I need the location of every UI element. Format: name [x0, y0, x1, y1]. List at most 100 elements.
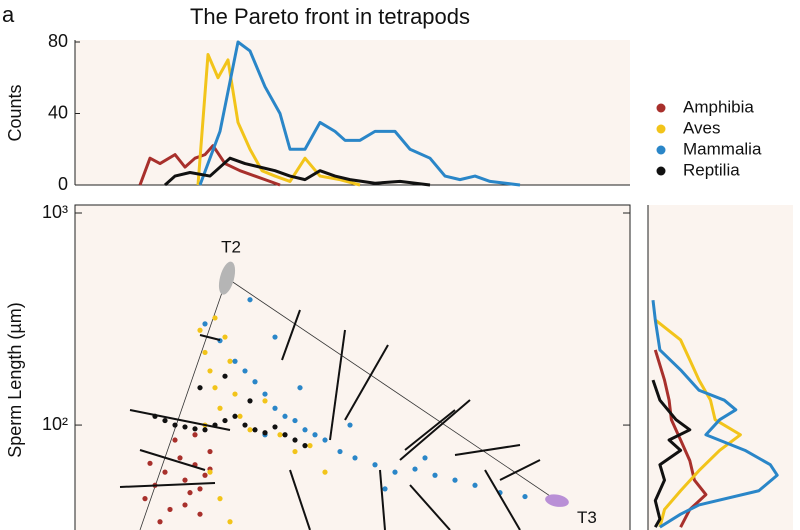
point — [262, 398, 268, 404]
point — [197, 511, 203, 517]
point — [232, 358, 238, 364]
point — [292, 448, 298, 455]
point — [272, 405, 278, 411]
point — [352, 455, 358, 461]
point — [202, 472, 208, 478]
point — [312, 432, 318, 438]
point — [217, 405, 223, 411]
point — [192, 426, 198, 432]
point — [247, 297, 253, 303]
leader-line — [129, 409, 231, 431]
point — [272, 334, 278, 340]
margin-panel-bg — [648, 205, 793, 530]
leader-line — [119, 482, 216, 488]
panel-label: a — [2, 2, 15, 27]
point — [272, 424, 278, 430]
y-tick-label: 10³ — [42, 202, 68, 222]
pareto-edge — [139, 278, 228, 530]
point — [222, 373, 228, 379]
point — [347, 422, 353, 428]
point — [217, 496, 223, 502]
point — [142, 496, 148, 502]
point — [147, 460, 153, 466]
point — [252, 379, 258, 385]
point — [212, 385, 218, 391]
leader-line — [454, 444, 521, 456]
legend-marker — [656, 103, 666, 113]
point — [197, 327, 203, 333]
series-line — [654, 318, 742, 528]
legend-marker — [656, 166, 666, 176]
point — [157, 519, 163, 525]
y-axis-label: Counts — [5, 84, 25, 141]
pareto-edge — [226, 277, 558, 502]
chart-title: The Pareto front in tetrapods — [190, 4, 470, 29]
top-panel-bg — [75, 40, 630, 185]
leader-line — [199, 334, 221, 341]
point — [372, 462, 378, 468]
leader-line — [484, 469, 521, 530]
point — [282, 413, 288, 419]
leader-line — [409, 484, 451, 530]
point — [337, 448, 343, 455]
point — [182, 424, 188, 430]
legend-marker — [656, 145, 666, 155]
point — [322, 437, 328, 443]
archetype — [218, 261, 236, 295]
y-tick-label: 80 — [48, 31, 68, 51]
leader-line — [404, 409, 456, 451]
leader-line — [499, 459, 541, 481]
point — [432, 472, 438, 478]
point — [292, 437, 298, 443]
y-axis-label: Sperm Length (µm) — [5, 302, 25, 457]
point — [197, 385, 203, 391]
point — [222, 334, 228, 340]
point — [162, 417, 168, 424]
point — [252, 427, 258, 433]
point — [197, 486, 203, 492]
point — [302, 427, 308, 433]
point — [177, 455, 183, 461]
series-line — [651, 300, 779, 529]
point — [227, 519, 233, 525]
point — [237, 413, 243, 419]
point — [412, 466, 418, 472]
point — [247, 427, 253, 433]
legend-label: Mammalia — [683, 139, 762, 158]
point — [202, 349, 208, 356]
point — [247, 398, 253, 404]
point — [322, 469, 328, 475]
point — [172, 437, 178, 443]
legend-label: Aves — [683, 118, 721, 137]
point — [522, 493, 528, 500]
legend-marker — [656, 124, 666, 134]
point — [192, 432, 198, 438]
point — [207, 368, 213, 374]
archetype-label: T3 — [577, 508, 597, 527]
y-tick-label: 0 — [58, 174, 68, 194]
archetype-label: T2 — [221, 238, 241, 257]
point — [202, 321, 208, 327]
point — [182, 502, 188, 508]
point — [162, 469, 168, 475]
series-line — [651, 379, 692, 528]
point — [242, 368, 248, 374]
point — [277, 432, 283, 438]
point — [207, 469, 213, 475]
scatter-panel-bg — [74, 204, 631, 530]
point — [262, 430, 268, 436]
point — [302, 443, 308, 449]
point — [452, 477, 458, 483]
point — [472, 482, 478, 488]
legend-label: Amphibia — [683, 97, 754, 116]
leader-line — [379, 469, 386, 530]
series-line — [164, 156, 431, 187]
point — [227, 358, 233, 364]
point — [262, 391, 268, 397]
series-line — [198, 40, 521, 187]
leader-line — [281, 309, 301, 361]
leader-line — [329, 329, 346, 441]
point — [232, 391, 238, 397]
point — [212, 315, 218, 321]
